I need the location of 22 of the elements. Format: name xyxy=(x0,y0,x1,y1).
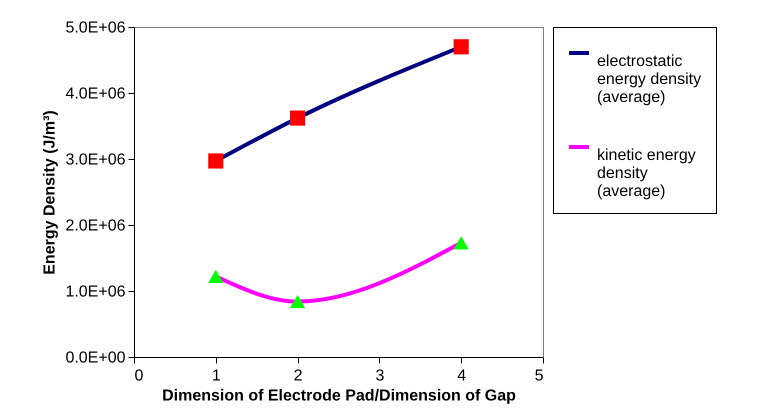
point xyxy=(208,270,224,284)
point xyxy=(454,236,469,250)
x-tick-label: 4 xyxy=(457,368,466,384)
y-tick-label: 0.0E+00 xyxy=(65,350,126,366)
x-tick-label: 2 xyxy=(294,368,303,384)
y-tick-label: 1.0E+06 xyxy=(65,284,126,300)
x-tick-label: 3 xyxy=(375,368,384,384)
y-tick-label: 4.0E+06 xyxy=(65,86,126,102)
y-tick-label: 3.0E+06 xyxy=(65,152,126,168)
legend-label: electrostatic energy density (average) xyxy=(597,53,702,106)
x-tick-label: 5 xyxy=(534,368,544,384)
legend-label: kinetic energy density (average) xyxy=(597,147,696,200)
y-tick-label: 2.0E+06 xyxy=(65,218,126,234)
x-tick-label: 0 xyxy=(134,368,144,384)
point xyxy=(290,110,306,126)
y-axis-title: Energy Density (J/m³) xyxy=(41,110,58,275)
x-tick-label: 1 xyxy=(212,368,221,384)
point xyxy=(290,294,306,308)
y-tick-label: 5.0E+06 xyxy=(65,20,126,36)
point xyxy=(208,153,224,169)
x-axis-title: Dimension of Electrode Pad/Dimension of Gap xyxy=(162,388,516,404)
point xyxy=(454,39,469,54)
